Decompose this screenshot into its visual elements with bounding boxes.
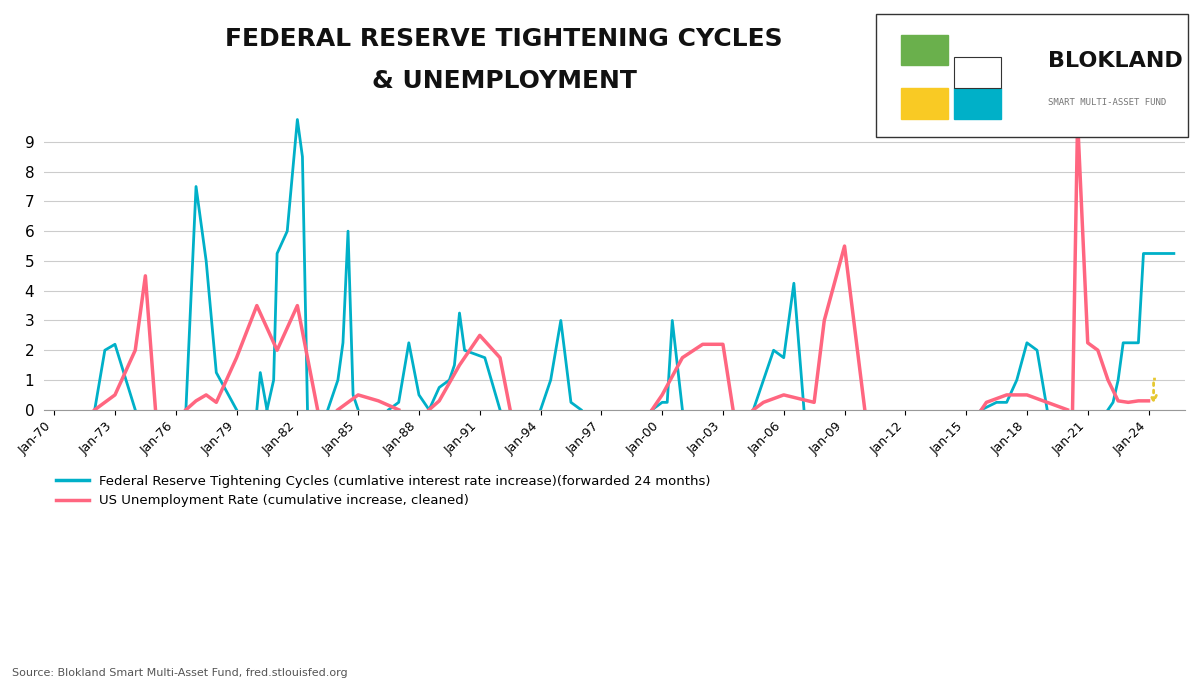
- Text: FEDERAL RESERVE TIGHTENING CYCLES: FEDERAL RESERVE TIGHTENING CYCLES: [226, 27, 782, 51]
- Text: SMART MULTI-ASSET FUND: SMART MULTI-ASSET FUND: [1048, 98, 1166, 107]
- Bar: [901, 35, 948, 66]
- Text: & UNEMPLOYMENT: & UNEMPLOYMENT: [372, 68, 636, 92]
- FancyBboxPatch shape: [876, 14, 1188, 137]
- Text: Source: Blokland Smart Multi-Asset Fund, fred.stlouisfed.org: Source: Blokland Smart Multi-Asset Fund,…: [12, 668, 348, 678]
- Legend: Federal Reserve Tightening Cycles (cumlative interest rate increase)(forwarded 2: Federal Reserve Tightening Cycles (cumla…: [50, 469, 716, 512]
- Text: BLOKLAND: BLOKLAND: [1048, 51, 1182, 71]
- Bar: [901, 88, 948, 119]
- Bar: [954, 88, 1001, 119]
- Bar: [954, 57, 1001, 88]
